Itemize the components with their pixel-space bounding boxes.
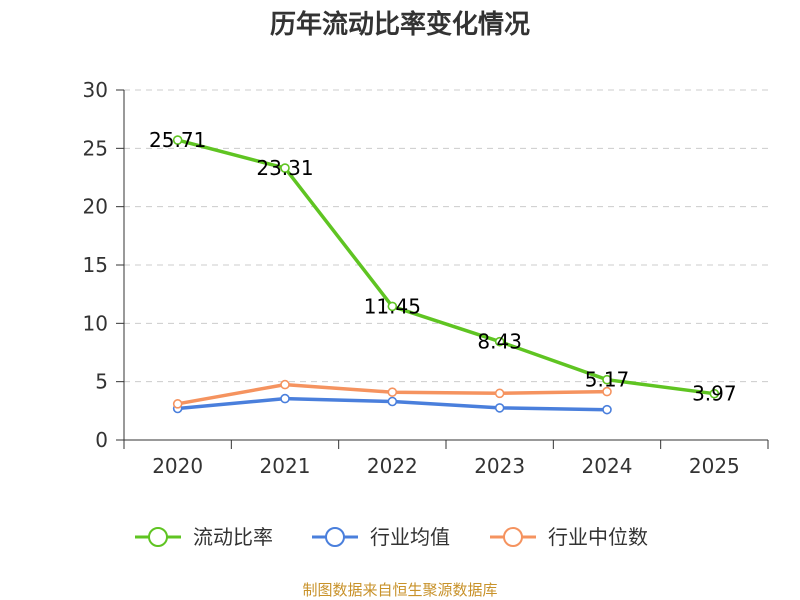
chart-title: 历年流动比率变化情况 [270,9,530,40]
x-tick-label: 2021 [260,454,311,478]
data-label: 8.43 [477,330,522,354]
grid-lines [124,89,768,383]
series-point-0 [494,336,505,347]
series-point-2 [280,379,290,390]
series-point-1 [602,404,612,415]
source-note: 制图数据来自恒生聚源数据库 [302,581,497,599]
data-labels: 25.71 23.31 11.45 8.43 5.17 3.97 [149,128,737,406]
series-point-0 [602,374,612,385]
data-label: 11.45 [364,294,421,318]
legend-marker-2 [503,527,523,547]
y-tick-label: 30 [83,78,108,102]
x-tick-label: 2023 [474,454,525,478]
series-point-1 [280,393,290,404]
series-point-1 [494,403,505,413]
y-tick-label: 15 [83,253,108,277]
series-point-2 [602,386,612,397]
y-tick-label: 0 [95,428,108,452]
series-point-0 [172,135,183,145]
legend-label-1: 行业均值 [370,525,450,549]
legend-marker-1 [325,527,345,547]
series-point-0 [280,163,290,173]
y-tick-label: 20 [83,195,108,219]
x-axis-ticks: 2020 2021 2022 2023 2024 2025 [152,454,740,478]
data-label: 25.71 [149,128,206,152]
y-axis-ticks: 0 5 10 15 20 25 30 [83,78,108,452]
series-point-1 [387,396,398,407]
series-point-0 [387,301,398,312]
series-layer [172,135,720,415]
y-tick-label: 25 [83,136,108,160]
x-tick-label: 2022 [367,454,418,478]
legend-marker-0 [148,527,168,547]
series-point-2 [387,387,398,397]
x-tick-label: 2020 [152,454,203,478]
x-tick-label: 2025 [689,454,740,478]
data-label: 3.97 [692,382,737,406]
y-tick-label: 10 [83,311,108,335]
series-point-0 [709,388,720,399]
data-label: 23.31 [256,156,313,180]
data-label: 5.17 [585,368,630,392]
legend-label-0: 流动比率 [193,525,273,549]
axes [116,89,769,449]
series-point-2 [172,399,183,409]
legend-label-2: 行业中位数 [548,525,648,549]
legend[interactable]: 流动比率 行业均值 行业中位数 [135,525,648,549]
y-tick-label: 5 [95,370,108,394]
series-line-0 [175,138,717,396]
series-point-2 [494,388,505,399]
x-tick-label: 2024 [582,454,633,478]
